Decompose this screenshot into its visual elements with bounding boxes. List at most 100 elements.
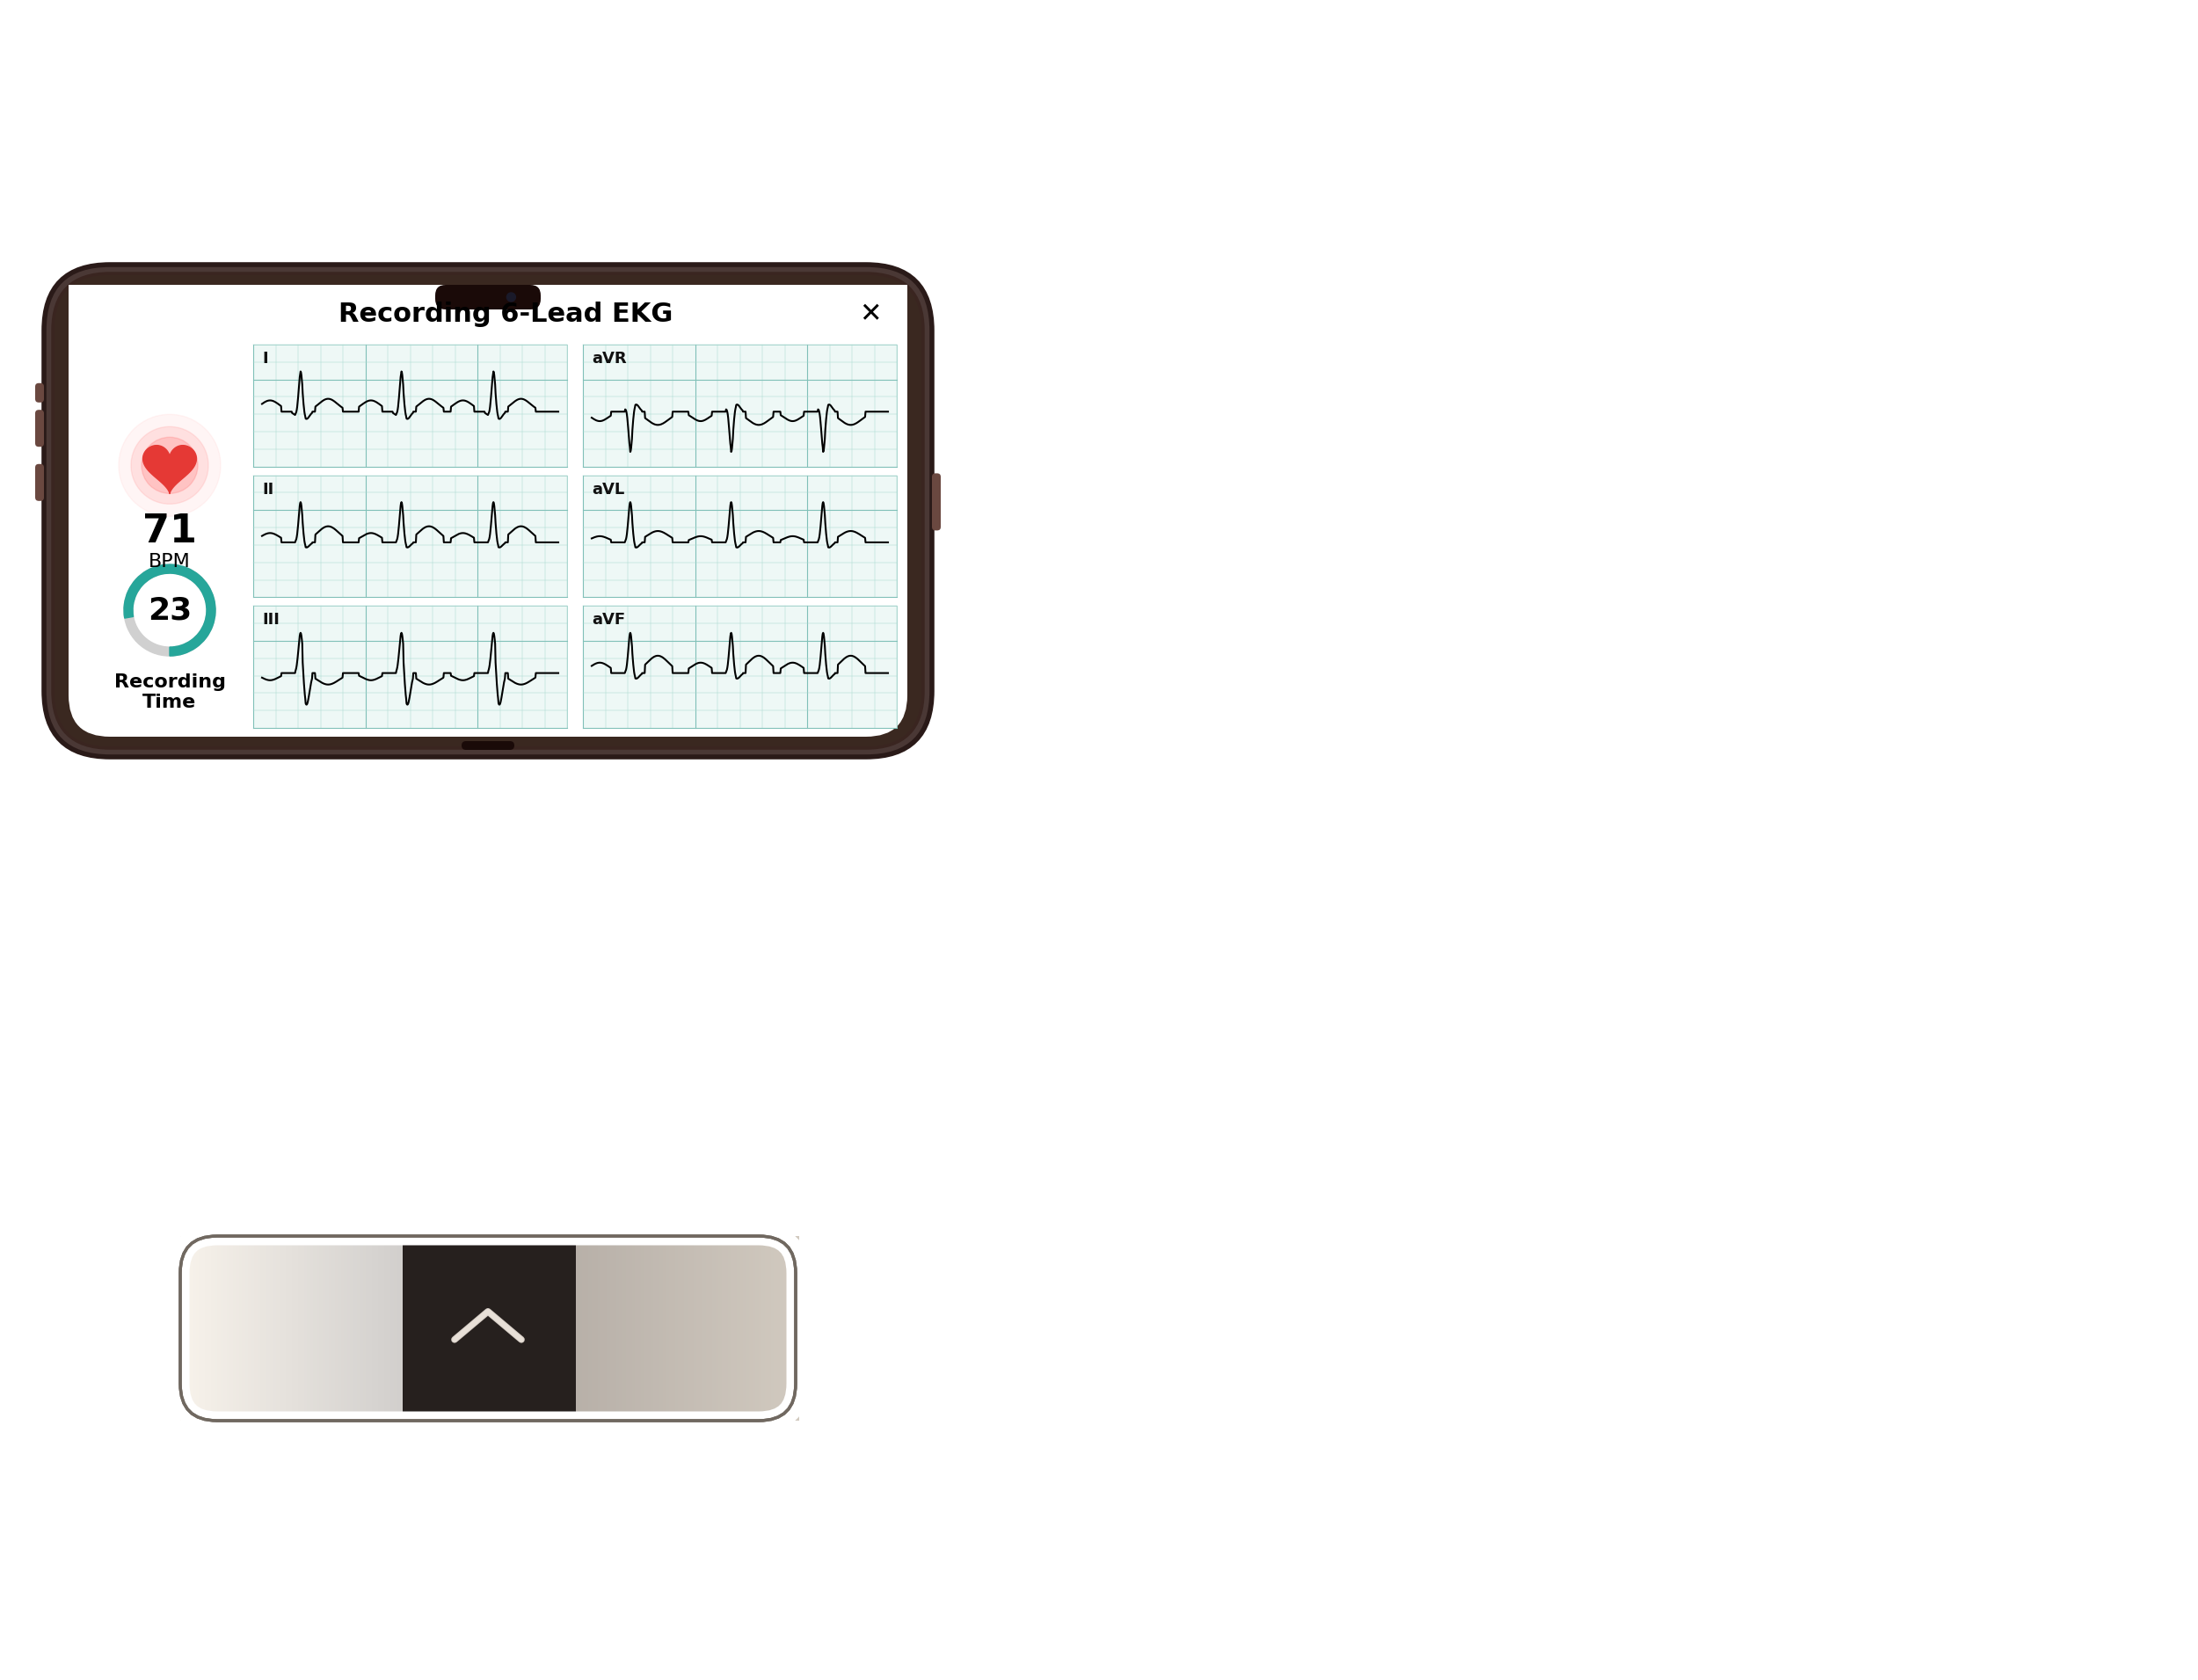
Bar bbox=[453, 1236, 455, 1421]
Bar bbox=[338, 1236, 341, 1421]
Bar bbox=[378, 1236, 382, 1421]
Bar bbox=[585, 1236, 589, 1421]
Bar bbox=[231, 1236, 233, 1421]
Bar bbox=[637, 1236, 642, 1421]
Bar bbox=[591, 1236, 596, 1421]
Bar bbox=[635, 1236, 637, 1421]
Bar bbox=[224, 1236, 226, 1421]
Bar bbox=[728, 1236, 732, 1421]
Bar bbox=[688, 1236, 690, 1421]
Bar bbox=[554, 1236, 558, 1421]
Bar bbox=[651, 1236, 653, 1421]
FancyBboxPatch shape bbox=[35, 410, 44, 447]
Bar bbox=[712, 1236, 717, 1421]
Bar bbox=[596, 1236, 598, 1421]
Text: aVR: aVR bbox=[591, 351, 626, 366]
Bar bbox=[470, 1236, 475, 1421]
Bar bbox=[422, 1236, 424, 1421]
Bar bbox=[240, 1236, 242, 1421]
Bar bbox=[264, 1236, 268, 1421]
Bar bbox=[446, 1236, 451, 1421]
Bar bbox=[393, 1236, 398, 1421]
Bar bbox=[528, 1236, 530, 1421]
Bar bbox=[440, 1236, 444, 1421]
Bar bbox=[253, 606, 567, 727]
Bar bbox=[380, 1236, 385, 1421]
Bar bbox=[68, 286, 908, 339]
Bar bbox=[349, 1236, 354, 1421]
Bar bbox=[356, 1236, 360, 1421]
FancyBboxPatch shape bbox=[435, 286, 541, 309]
Bar bbox=[706, 1236, 710, 1421]
Bar bbox=[673, 1236, 675, 1421]
Bar bbox=[582, 1236, 587, 1421]
Bar bbox=[407, 1236, 409, 1421]
Bar bbox=[659, 1236, 664, 1421]
Bar bbox=[666, 1236, 670, 1421]
Bar bbox=[475, 1236, 477, 1421]
Circle shape bbox=[141, 437, 198, 494]
Bar bbox=[787, 1236, 789, 1421]
Bar bbox=[719, 1236, 721, 1421]
Bar bbox=[385, 1236, 387, 1421]
Bar bbox=[163, 1218, 813, 1438]
Bar bbox=[574, 1236, 576, 1421]
Bar bbox=[251, 1236, 255, 1421]
Bar bbox=[657, 1236, 659, 1421]
Bar bbox=[736, 1236, 741, 1421]
Bar bbox=[631, 1236, 635, 1421]
Bar bbox=[512, 1236, 514, 1421]
Bar bbox=[202, 1236, 204, 1421]
Bar bbox=[209, 1236, 211, 1421]
Bar bbox=[532, 1236, 536, 1421]
Bar bbox=[668, 1236, 673, 1421]
Bar bbox=[604, 1236, 607, 1421]
Bar bbox=[600, 1236, 604, 1421]
Bar bbox=[730, 1236, 734, 1421]
Bar bbox=[569, 1236, 574, 1421]
FancyBboxPatch shape bbox=[35, 464, 44, 501]
Bar bbox=[690, 1236, 695, 1421]
Bar bbox=[354, 1236, 356, 1421]
Text: I: I bbox=[262, 351, 268, 366]
Bar bbox=[391, 1236, 393, 1421]
Bar bbox=[697, 1236, 701, 1421]
Bar bbox=[582, 344, 897, 467]
Bar bbox=[607, 1236, 611, 1421]
Bar bbox=[642, 1236, 644, 1421]
Circle shape bbox=[119, 415, 220, 516]
Bar bbox=[774, 1236, 778, 1421]
Bar bbox=[253, 344, 567, 467]
Bar bbox=[611, 1236, 613, 1421]
Bar bbox=[295, 1236, 299, 1421]
Bar bbox=[771, 1236, 774, 1421]
Circle shape bbox=[508, 292, 517, 301]
Bar bbox=[341, 1236, 345, 1421]
Wedge shape bbox=[123, 564, 215, 655]
Bar bbox=[675, 1236, 679, 1421]
Bar bbox=[437, 1236, 440, 1421]
Bar bbox=[793, 1236, 796, 1421]
Bar bbox=[789, 1236, 793, 1421]
Bar bbox=[725, 1236, 728, 1421]
Bar bbox=[778, 1236, 780, 1421]
Bar bbox=[297, 1236, 301, 1421]
Bar bbox=[477, 1236, 481, 1421]
Bar bbox=[644, 1236, 648, 1421]
Bar bbox=[547, 1236, 552, 1421]
Bar bbox=[558, 1236, 560, 1421]
Bar bbox=[521, 1236, 523, 1421]
Bar bbox=[310, 1236, 314, 1421]
Bar bbox=[743, 1236, 747, 1421]
Bar bbox=[721, 1236, 725, 1421]
Bar bbox=[508, 1236, 512, 1421]
Text: Recording 6-Lead EKG: Recording 6-Lead EKG bbox=[338, 302, 673, 328]
Bar bbox=[266, 1236, 270, 1421]
Bar bbox=[387, 1236, 391, 1421]
Bar bbox=[563, 1236, 567, 1421]
Bar bbox=[330, 1236, 332, 1421]
Bar bbox=[752, 1236, 756, 1421]
Bar bbox=[679, 1236, 681, 1421]
Bar bbox=[763, 1236, 765, 1421]
Bar bbox=[371, 1236, 376, 1421]
